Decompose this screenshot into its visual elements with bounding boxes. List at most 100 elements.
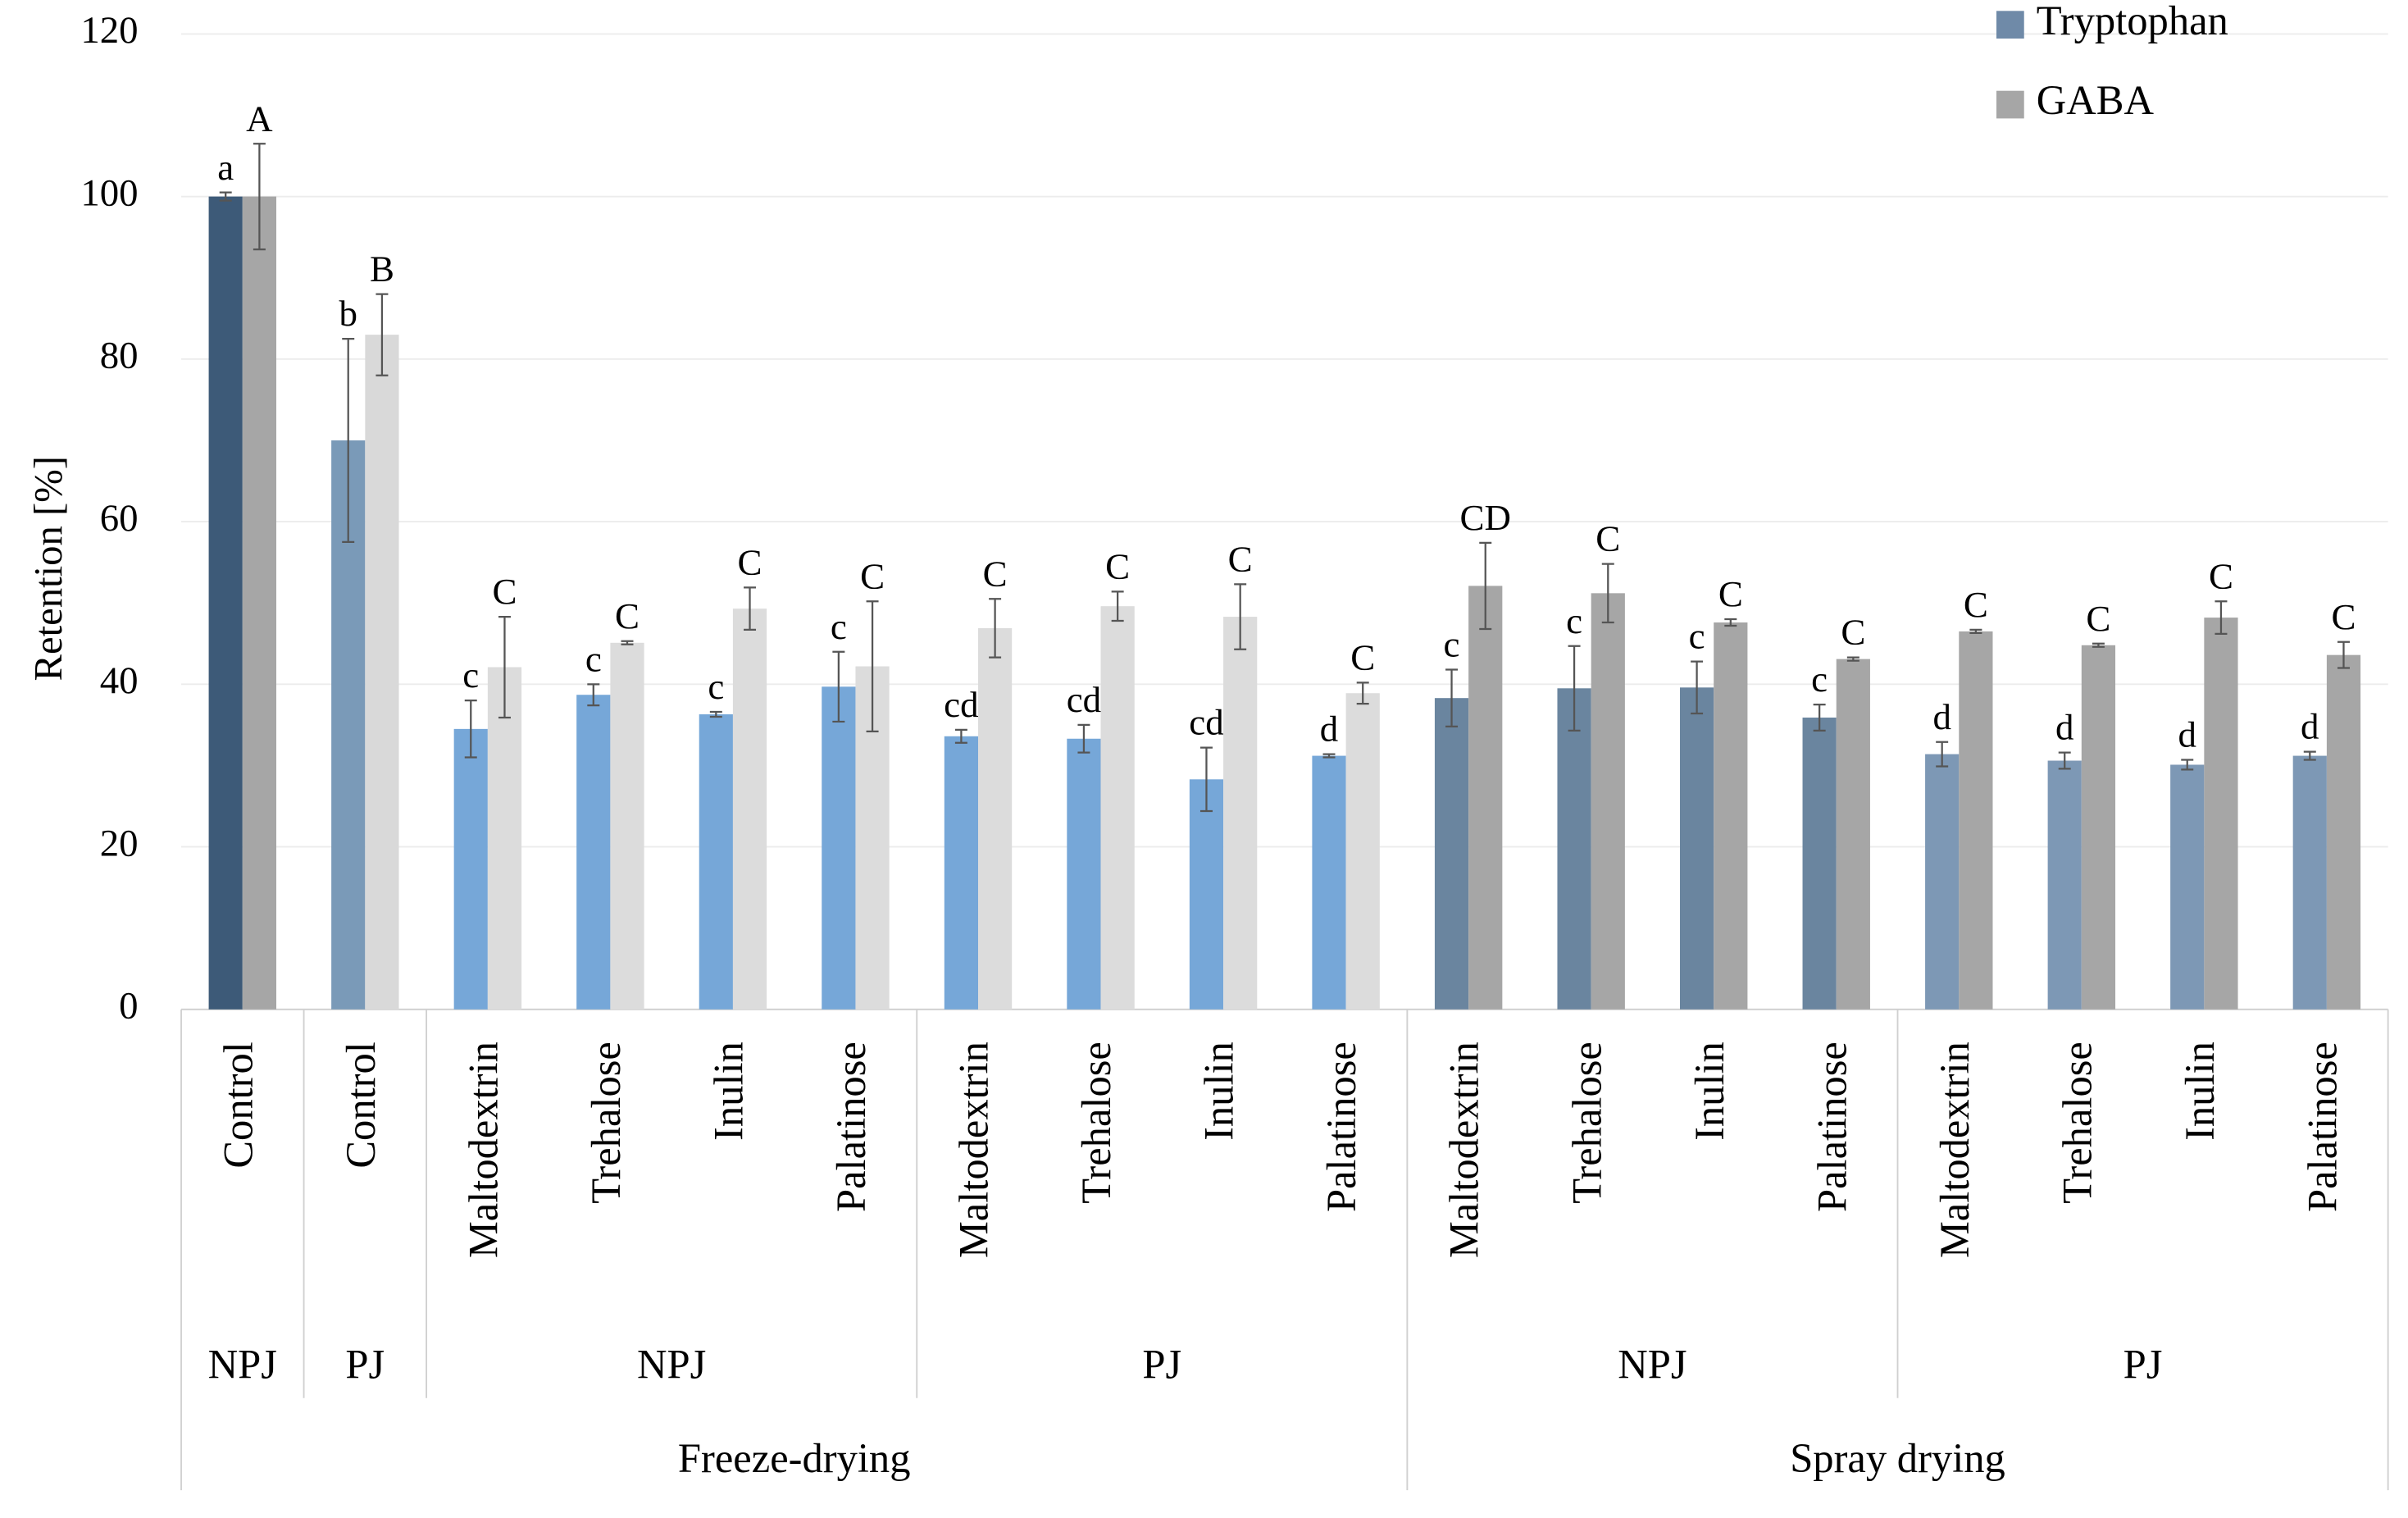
bar (1836, 659, 1870, 1010)
significance-letter: C (1228, 539, 1253, 580)
error-bar (1199, 746, 1213, 813)
significance-letter: C (492, 571, 517, 612)
significance-letter: c (1811, 659, 1828, 700)
y-axis-title: Retention [%] (26, 456, 71, 681)
bar (699, 714, 733, 1010)
significance-letter: C (983, 553, 1008, 594)
y-tick-label: 100 (80, 171, 138, 214)
error-bar (1479, 541, 1492, 631)
bar (1591, 593, 1625, 1010)
bar (732, 609, 767, 1010)
x-tick-label: Control (338, 1042, 384, 1169)
significance-letter: CD (1460, 497, 1511, 538)
significance-letter: C (2331, 596, 2356, 637)
significance-letter: d (1932, 696, 1951, 737)
subgroup-label: NPJ (637, 1342, 706, 1388)
error-bar (2303, 750, 2316, 761)
subgroup-label: PJ (345, 1342, 385, 1388)
x-tick-label: Maltodextrin (1932, 1042, 1978, 1258)
y-tick-label: 40 (100, 659, 139, 702)
error-bar (2337, 640, 2350, 669)
bar (2047, 760, 2082, 1010)
significance-letter: C (1105, 545, 1130, 586)
x-tick-label: Maltodextrin (1441, 1042, 1487, 1258)
subgroup-label: PJ (1142, 1342, 1181, 1388)
significance-letter: c (831, 606, 847, 647)
bar (2170, 764, 2205, 1010)
x-tick-label: Maltodextrin (951, 1042, 997, 1258)
bar (1312, 755, 1346, 1010)
error-bar (2058, 751, 2071, 770)
x-tick-label: Inulin (1687, 1042, 1732, 1141)
bar (242, 196, 276, 1010)
error-bar (1601, 563, 1614, 624)
error-bar (1322, 753, 1336, 759)
significance-letter: C (1841, 612, 1865, 653)
error-bar (1813, 703, 1826, 732)
bar (1067, 738, 1101, 1010)
error-bar (1445, 668, 1459, 728)
bar (2081, 645, 2116, 1010)
bar (1223, 617, 1258, 1010)
significance-letter: c (1689, 616, 1705, 657)
significance-letter: cd (944, 684, 978, 725)
group-label: Spray drying (1790, 1435, 2005, 1481)
error-bar (253, 143, 266, 251)
subgroup-label: NPJ (208, 1342, 277, 1388)
significance-letter: c (1566, 600, 1582, 641)
y-tick-label: 20 (100, 822, 139, 864)
error-bar (219, 191, 232, 202)
bar (487, 667, 522, 1010)
significance-letter: d (2178, 714, 2196, 755)
bar (1680, 687, 1714, 1010)
x-tick-label: Palatinose (1809, 1042, 1855, 1212)
error-bar (1077, 723, 1090, 754)
error-bar (1691, 660, 1704, 715)
x-tick-label: Inulin (2177, 1042, 2223, 1141)
bar (1557, 688, 1591, 1010)
error-bar (1846, 656, 1859, 662)
subgroup-label: NPJ (1618, 1342, 1687, 1388)
bar (453, 728, 488, 1010)
bar (1100, 606, 1135, 1010)
significance-letter: d (1320, 709, 1338, 750)
bar (576, 695, 611, 1010)
significance-letter: C (1718, 573, 1743, 614)
significance-letter: c (708, 666, 724, 707)
error-bar (1936, 741, 1949, 768)
error-bar (1568, 645, 1581, 732)
significance-letter: A (246, 98, 273, 139)
y-tick-label: 0 (119, 985, 138, 1028)
error-bar (376, 293, 389, 376)
error-bar (954, 728, 967, 744)
group-label: Freeze-drying (678, 1435, 911, 1481)
error-bar (2181, 759, 2194, 771)
error-bar (2092, 642, 2105, 648)
significance-letter: C (738, 541, 762, 582)
legend-swatch (1996, 11, 2024, 39)
significance-letter: C (860, 555, 885, 596)
significance-letter: C (1595, 518, 1620, 559)
significance-letter: C (1350, 636, 1375, 677)
bar (822, 686, 856, 1010)
bar (1714, 622, 1748, 1010)
x-tick-label: Palatinose (1318, 1042, 1364, 1212)
x-tick-label: Inulin (1196, 1042, 1242, 1141)
error-bar (1111, 590, 1124, 622)
x-tick-label: Inulin (706, 1042, 752, 1141)
significance-letter: c (585, 638, 602, 679)
legend-label: Tryptophan (2037, 0, 2228, 43)
significance-letter: b (339, 293, 357, 334)
legend-swatch (1996, 90, 2024, 119)
x-tick-label: Maltodextrin (460, 1042, 506, 1258)
bar (1802, 717, 1837, 1010)
significance-letter: C (2209, 555, 2233, 596)
significance-letter: d (2055, 707, 2073, 748)
x-tick-label: Palatinose (2299, 1042, 2345, 1212)
bar (1925, 754, 1960, 1010)
y-tick-label: 120 (80, 9, 138, 52)
bar (1345, 693, 1380, 1010)
significance-letter: cd (1067, 679, 1101, 720)
error-bar (832, 650, 845, 723)
